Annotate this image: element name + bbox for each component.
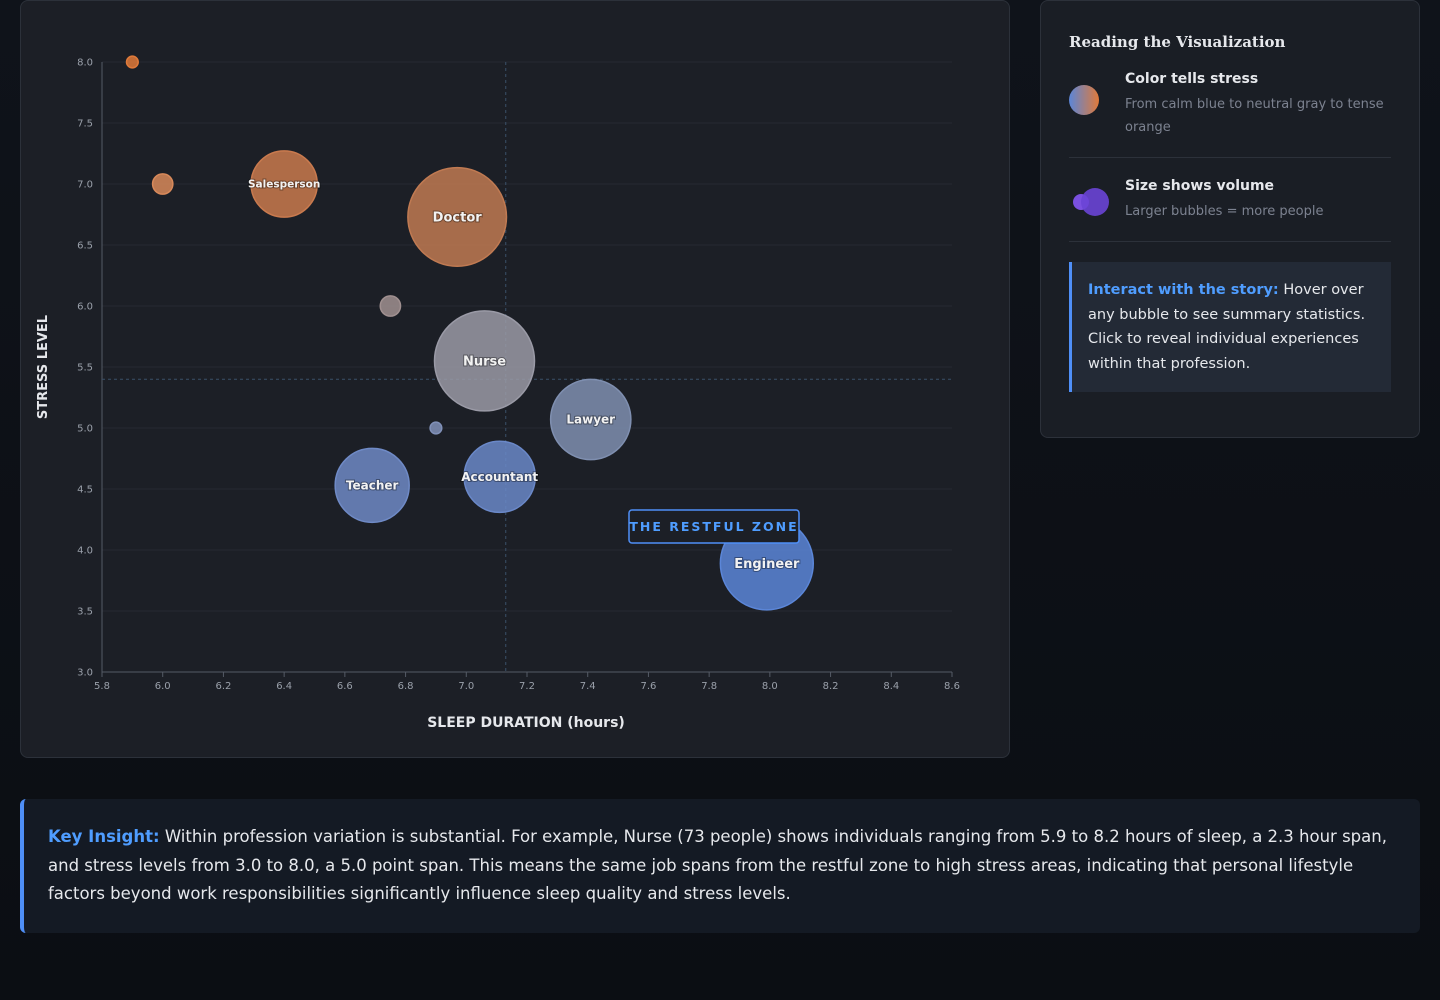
annotation-text: THE RESTFUL ZONE [629,519,798,534]
bubble-chart: SLEEP DURATION (hours) STRESS LEVEL 3.0 3… [36,55,960,731]
insight-text: Within profession variation is substanti… [48,827,1387,903]
y-tick-label: 3.0 [77,668,93,679]
callout: Interact with the story: Hover over any … [1069,262,1391,392]
bubble-label: Teacher [346,479,399,493]
y-tick-label: 5.0 [77,424,93,435]
bubble [429,421,443,435]
x-tick-label: 8.6 [944,681,960,692]
legend-title: Reading the Visualization [1069,33,1286,51]
y-tick-label: 4.0 [77,546,93,557]
legend-item: Size shows volume Larger bubbles = more p… [1069,178,1391,242]
bubble [125,55,139,69]
size-icon [1069,186,1109,223]
color-icon [1069,79,1105,139]
bubble [463,440,537,514]
bubble [549,378,632,461]
legend-item-text: From calm blue to neutral gray to tense … [1125,97,1384,135]
legend-item-text: Larger bubbles = more people [1125,204,1324,219]
bubble-label: Salesperson [248,179,320,191]
y-tick-label: 6.5 [77,241,93,252]
x-tick-label: 8.4 [883,681,899,692]
bubble [433,310,536,412]
x-tick-label: 7.8 [701,681,717,692]
insight-lead: Key Insight: [48,827,160,846]
bubble [250,150,318,218]
y-tick-label: 7.0 [77,180,93,191]
callout-text: Hover over any bubble to see summary sta… [1088,282,1366,372]
x-tick-label: 7.0 [458,681,474,692]
bubble-label: Doctor [433,210,483,225]
bubble [151,173,174,195]
bubble-label: Accountant [461,470,538,484]
x-tick-label: 8.0 [762,681,778,692]
annotation-box [628,509,800,544]
x-tick-label: 7.6 [640,681,656,692]
x-tick-label: 8.2 [823,681,839,692]
y-tick-label: 7.5 [77,119,93,130]
annotation: THE RESTFUL ZONE [628,509,800,544]
bubble-label: Engineer [734,557,800,572]
y-tick-label: 6.0 [77,302,93,313]
bubble-label: Nurse [463,354,506,369]
callout-lead: Interact with the story: [1088,282,1279,298]
x-tick-label: 6.6 [337,681,353,692]
chart-panel: SLEEP DURATION (hours) STRESS LEVEL 3.0 3… [20,0,1010,758]
x-tick-label: 6.4 [276,681,292,692]
bubble-label: Lawyer [566,413,615,427]
y-tick-label: 5.5 [77,363,93,374]
bubble [379,295,402,317]
y-tick-label: 4.5 [77,485,93,496]
x-axis-label: SLEEP DURATION (hours) [427,715,625,731]
y-tick-label: 3.5 [77,607,93,618]
legend-item: Color tells stress From calm blue to neut… [1069,71,1391,158]
bubble [407,166,508,268]
y-tick-label: 8.0 [77,58,93,69]
x-tick-label: 6.2 [215,681,231,692]
bubble [334,447,410,524]
y-axis-label: STRESS LEVEL [36,315,51,419]
x-tick-label: 7.4 [580,681,596,692]
legend-item-title: Color tells stress [1125,71,1259,87]
legend-item-title: Size shows volume [1125,178,1275,194]
x-tick-label: 6.0 [155,681,171,692]
x-tick-label: 7.2 [519,681,535,692]
x-tick-label: 5.8 [94,681,110,692]
x-tick-label: 6.8 [398,681,414,692]
legend-panel: Reading the Visualization Color tells st… [1040,0,1420,438]
insight-box: Key Insight: Within profession variation… [20,799,1420,933]
